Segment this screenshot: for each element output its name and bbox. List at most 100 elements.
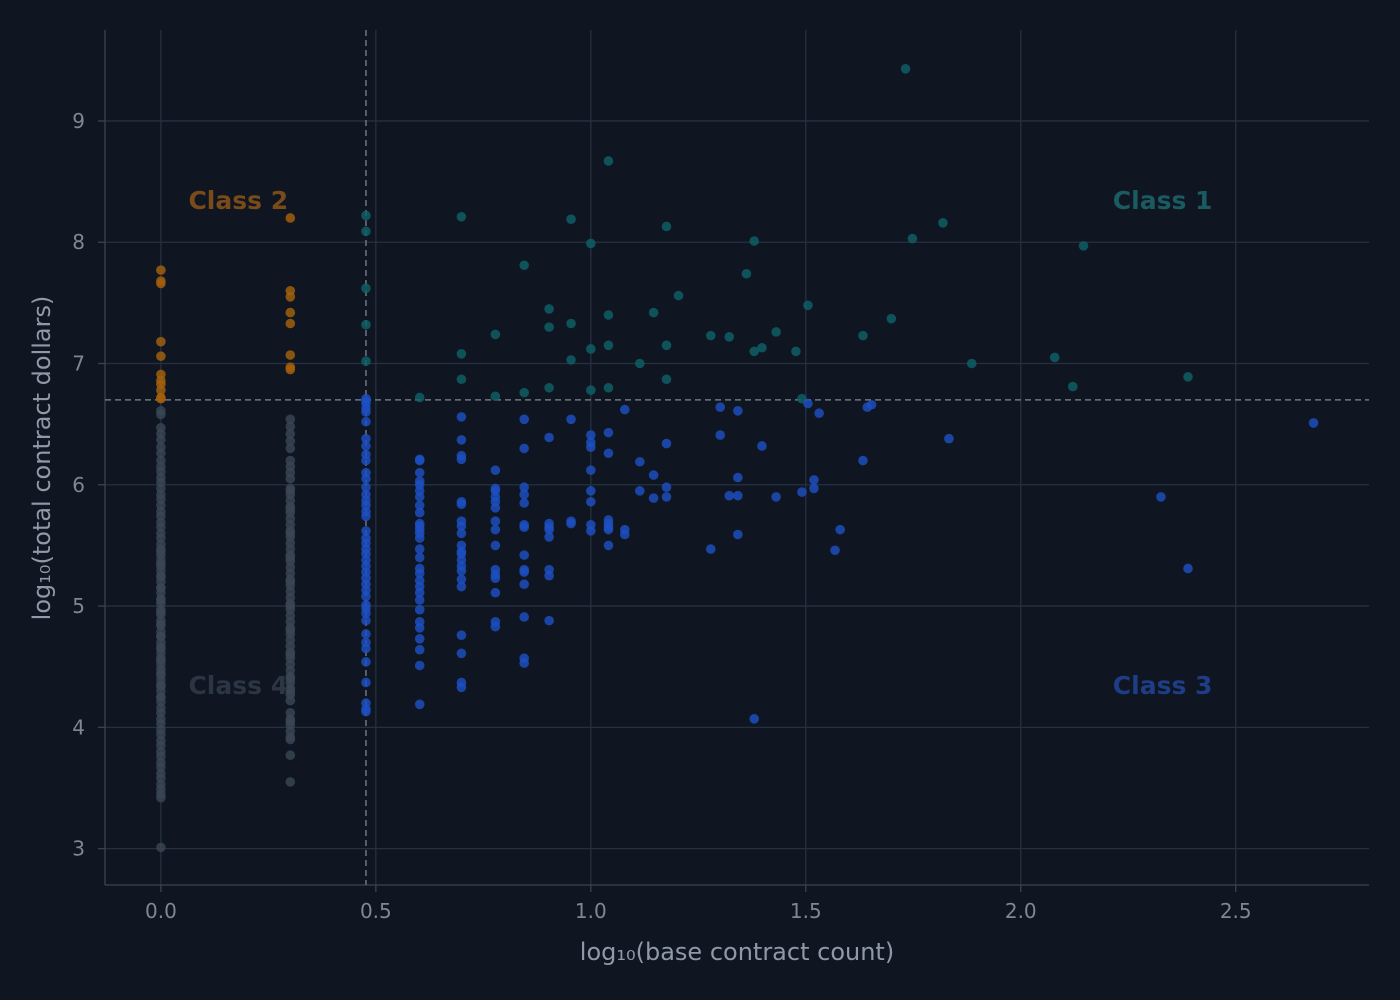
- class3-point: [519, 482, 529, 493]
- class2-label: Class 2: [188, 186, 288, 215]
- class3-point: [361, 441, 371, 451]
- class3-point: [809, 475, 819, 485]
- class4-point: [156, 792, 166, 803]
- class3-point: [456, 435, 467, 445]
- class3-point: [490, 573, 501, 583]
- class1-point: [566, 214, 576, 224]
- class2-point: [285, 318, 296, 329]
- class1-point: [519, 260, 529, 271]
- class4-point: [285, 686, 296, 696]
- class2-point: [156, 278, 166, 289]
- class3-point: [490, 621, 501, 632]
- class4-point: [156, 692, 166, 702]
- class3-point: [866, 399, 877, 410]
- class3-point: [456, 574, 467, 585]
- class2-point: [156, 393, 166, 404]
- y-tick-label: 9: [72, 109, 85, 133]
- x-tick-label: 0.5: [360, 899, 392, 923]
- class3-point: [456, 499, 467, 509]
- class3-point: [830, 545, 840, 556]
- class1-point: [361, 210, 371, 221]
- class1-point: [456, 211, 467, 222]
- class3-point: [490, 503, 501, 513]
- class3-point: [603, 427, 614, 438]
- class2-point: [285, 350, 296, 360]
- class1-point: [586, 238, 596, 249]
- class3-point: [635, 486, 645, 496]
- class4-point: [285, 601, 296, 611]
- scatter-points: [156, 64, 1319, 853]
- class1-point: [661, 374, 672, 385]
- class3-point: [414, 500, 425, 511]
- class4-point: [285, 552, 296, 563]
- class4-point: [285, 716, 296, 727]
- class3-point: [456, 682, 467, 693]
- class1-point: [673, 290, 684, 301]
- class3-point: [619, 529, 630, 540]
- class3-point: [661, 492, 672, 502]
- class3-point: [456, 648, 467, 659]
- axes: [104, 30, 1369, 886]
- grid-lines: [105, 30, 1369, 885]
- class3-point: [519, 567, 529, 577]
- class3-point: [661, 438, 672, 449]
- class3-point: [603, 522, 614, 533]
- class4-point: [285, 695, 296, 706]
- class4-point: [285, 649, 296, 660]
- class3-point: [414, 595, 425, 605]
- y-tick-label: 4: [72, 715, 85, 739]
- class3-point: [544, 524, 554, 535]
- class3-point: [944, 433, 954, 444]
- class3-point: [361, 455, 371, 466]
- class1-point: [661, 221, 672, 232]
- class1-point: [771, 327, 781, 337]
- class2-point: [285, 307, 296, 318]
- class3-point: [414, 455, 425, 466]
- class1-point: [566, 355, 576, 365]
- class3-point: [361, 433, 371, 444]
- class4-point: [285, 421, 296, 432]
- class1-point: [1078, 241, 1089, 251]
- class4-point: [156, 409, 166, 420]
- class1-point: [586, 385, 596, 395]
- class1-point: [519, 387, 529, 398]
- class3-point: [361, 608, 371, 619]
- class3-point: [1156, 492, 1166, 502]
- class4-point: [156, 631, 166, 642]
- class3-point: [414, 623, 425, 633]
- class4-point: [285, 528, 296, 539]
- class1-point: [361, 226, 371, 237]
- class3-point: [414, 699, 425, 710]
- class2-point: [285, 292, 296, 302]
- class3-point: [490, 516, 501, 526]
- class1-point: [490, 329, 501, 340]
- class3-point: [414, 528, 425, 539]
- class1-point: [414, 392, 425, 403]
- class3-point: [724, 490, 735, 501]
- class3-point: [803, 398, 813, 409]
- class2-point: [156, 351, 166, 362]
- class3-point: [757, 441, 767, 451]
- class3-point: [490, 587, 501, 598]
- class3-point: [814, 408, 824, 419]
- class4-point: [156, 595, 166, 605]
- class1-point: [938, 218, 948, 228]
- class3-point: [456, 521, 467, 531]
- class3-point: [361, 706, 371, 717]
- class3-point: [715, 430, 726, 440]
- class1-point: [791, 346, 801, 357]
- x-tick-label: 1.5: [790, 899, 822, 923]
- class1-point: [361, 356, 371, 366]
- class3-point: [414, 552, 425, 563]
- class1-point: [635, 358, 645, 369]
- class4-point: [285, 429, 296, 439]
- class3-point: [809, 483, 819, 494]
- class3-point: [586, 496, 596, 507]
- class1-point: [586, 344, 596, 354]
- y-tick-label: 6: [72, 473, 85, 497]
- class3-point: [519, 498, 529, 508]
- class3-point: [771, 492, 781, 502]
- class4-point: [156, 619, 166, 630]
- class3-point: [361, 657, 371, 667]
- x-axis-title: log₁₀(base contract count): [580, 938, 894, 966]
